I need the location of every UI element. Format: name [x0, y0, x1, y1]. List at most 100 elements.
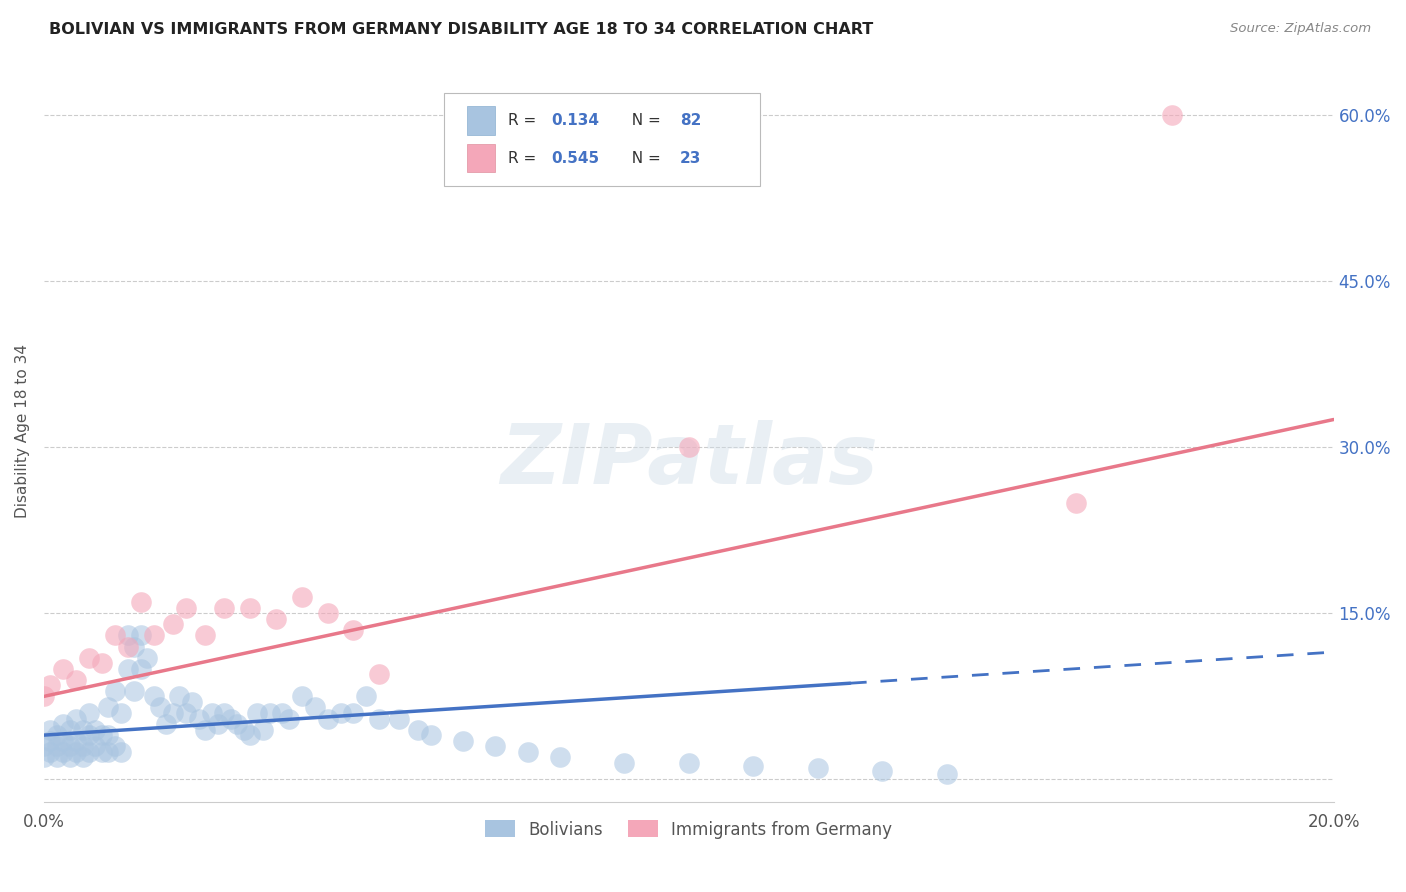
Point: [77, 706, 100, 720]
Point: [104, 628, 127, 642]
Point: [90, 656, 112, 670]
Point: [304, 700, 326, 714]
Point: [155, 717, 177, 731]
Text: 82: 82: [679, 113, 702, 128]
Point: [117, 628, 139, 642]
Text: ZIPatlas: ZIPatlas: [499, 420, 877, 500]
Point: [90, 745, 112, 759]
Point: [935, 767, 957, 781]
Point: [1161, 108, 1184, 122]
Point: [342, 623, 364, 637]
Point: [97, 700, 120, 714]
Point: [104, 683, 127, 698]
Point: [187, 712, 209, 726]
Point: [214, 706, 236, 720]
Point: [77, 650, 100, 665]
Point: [174, 600, 197, 615]
Point: [45, 728, 67, 742]
Point: [142, 690, 165, 704]
Point: [32, 690, 55, 704]
Point: [271, 706, 294, 720]
Point: [516, 745, 538, 759]
Point: [129, 595, 152, 609]
Point: [65, 673, 87, 687]
Point: [97, 745, 120, 759]
Point: [316, 607, 339, 621]
Point: [232, 723, 254, 737]
Text: Source: ZipAtlas.com: Source: ZipAtlas.com: [1230, 22, 1371, 36]
Point: [59, 723, 82, 737]
Point: [129, 662, 152, 676]
Point: [136, 650, 159, 665]
Point: [342, 706, 364, 720]
Point: [39, 678, 62, 692]
Point: [316, 712, 339, 726]
Point: [90, 728, 112, 742]
Point: [406, 723, 429, 737]
Point: [329, 706, 352, 720]
Point: [356, 690, 378, 704]
Point: [122, 683, 145, 698]
Point: [742, 759, 765, 773]
Point: [387, 712, 409, 726]
Point: [239, 600, 262, 615]
Point: [65, 733, 87, 747]
Point: [162, 706, 184, 720]
Point: [291, 590, 314, 604]
Point: [264, 612, 287, 626]
Y-axis label: Disability Age 18 to 34: Disability Age 18 to 34: [15, 343, 30, 517]
Point: [72, 723, 94, 737]
Point: [39, 745, 62, 759]
Bar: [467, 144, 495, 172]
Legend: Bolivians, Immigrants from Germany: Bolivians, Immigrants from Germany: [478, 814, 898, 846]
Point: [39, 733, 62, 747]
Text: 0.545: 0.545: [551, 151, 599, 166]
Point: [870, 764, 893, 778]
Point: [226, 717, 249, 731]
Point: [278, 712, 301, 726]
Point: [122, 640, 145, 654]
Point: [129, 628, 152, 642]
Point: [181, 695, 204, 709]
Text: N =: N =: [621, 151, 665, 166]
Point: [1064, 495, 1087, 509]
Point: [368, 712, 391, 726]
Text: 0.134: 0.134: [551, 113, 599, 128]
Point: [807, 761, 830, 775]
Point: [39, 723, 62, 737]
Point: [52, 662, 75, 676]
Text: R =: R =: [508, 113, 541, 128]
Point: [59, 739, 82, 754]
Point: [65, 745, 87, 759]
Point: [52, 733, 75, 747]
Point: [45, 739, 67, 754]
Point: [548, 750, 571, 764]
Point: [117, 640, 139, 654]
Point: [162, 617, 184, 632]
Point: [52, 745, 75, 759]
Point: [142, 628, 165, 642]
Point: [200, 706, 222, 720]
Point: [207, 717, 229, 731]
Point: [84, 723, 107, 737]
Point: [174, 706, 197, 720]
Point: [368, 667, 391, 681]
Point: [451, 733, 474, 747]
Point: [259, 706, 281, 720]
Point: [214, 600, 236, 615]
Point: [219, 712, 242, 726]
Point: [110, 745, 132, 759]
Point: [252, 723, 274, 737]
Point: [117, 662, 139, 676]
Point: [110, 706, 132, 720]
Point: [104, 739, 127, 754]
Bar: [467, 106, 495, 135]
Point: [194, 723, 217, 737]
Point: [52, 717, 75, 731]
Point: [84, 739, 107, 754]
Point: [169, 690, 191, 704]
Point: [613, 756, 636, 770]
Point: [239, 728, 262, 742]
Point: [149, 700, 172, 714]
Point: [678, 756, 700, 770]
